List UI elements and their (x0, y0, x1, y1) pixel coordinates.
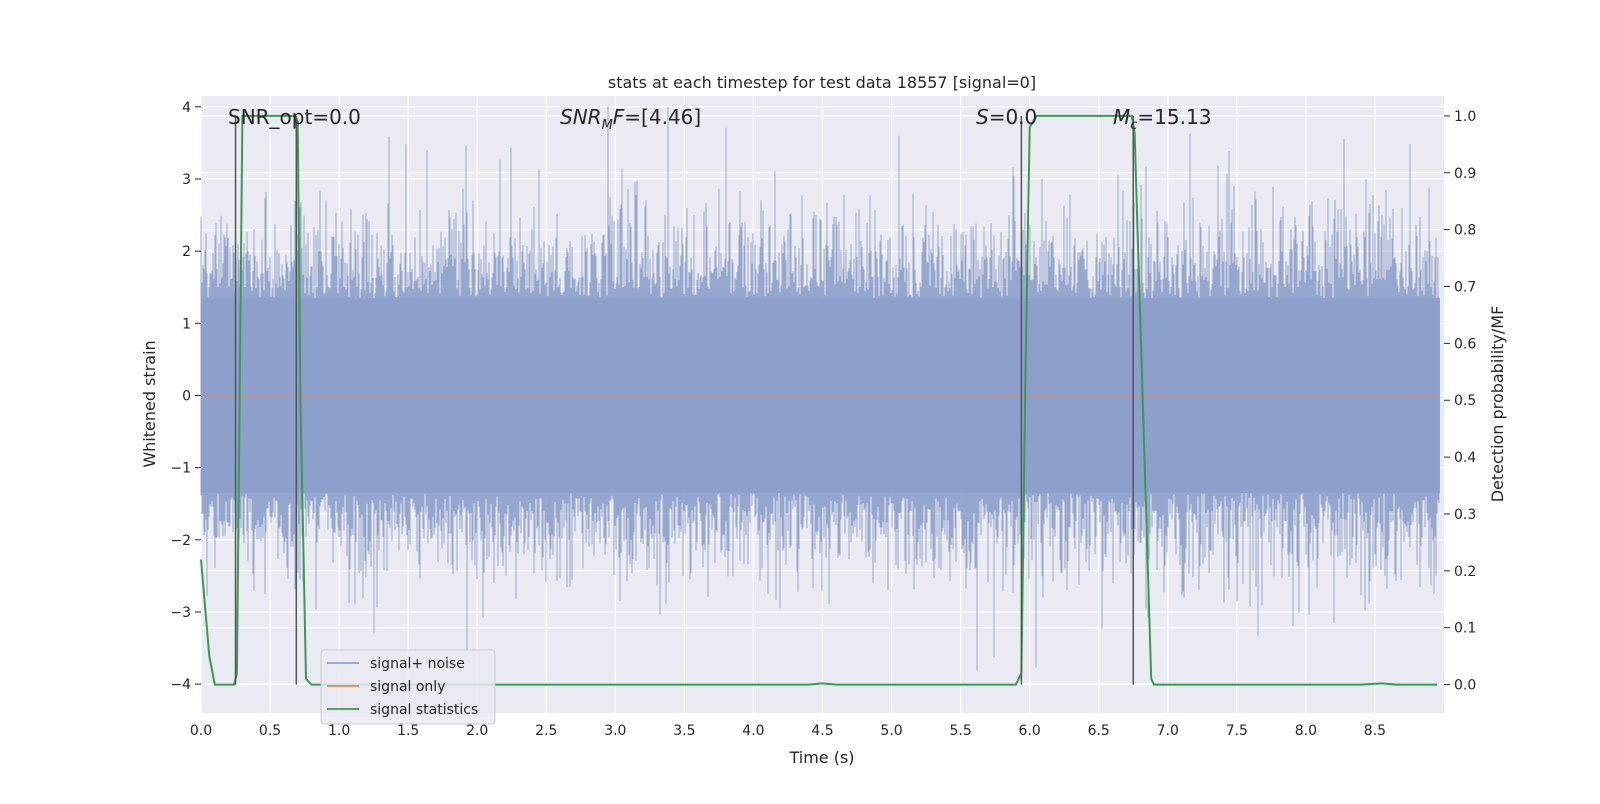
x-tick-label: 8.5 (1364, 723, 1386, 739)
x-tick-label: 2.0 (466, 723, 488, 739)
y-tick-label-left: 0 (182, 388, 191, 404)
x-axis-title: Time (s) (788, 748, 854, 767)
annotation-snr-mf: SNRMF=[4.46] (560, 105, 701, 133)
annotation-mc: Mc=15.13 (1113, 105, 1211, 133)
legend-label-signal-statistics: signal statistics (370, 702, 478, 718)
y-tick-label-right: 0.2 (1454, 564, 1476, 580)
y-tick-label-left: 3 (182, 172, 191, 188)
y-tick-label-right: 0.6 (1454, 336, 1476, 352)
x-tick-label: 0.5 (259, 723, 281, 739)
legend-box (320, 649, 496, 725)
y-tick-label-left: 2 (182, 244, 191, 260)
y-tick-label-left: −4 (170, 677, 191, 693)
y-tick-label-right: 0.9 (1454, 166, 1476, 182)
y-tick-label-right: 1.0 (1454, 109, 1476, 125)
legend: signal+ noise signal only signal statist… (320, 649, 496, 725)
y-tick-label-right: 0.5 (1454, 393, 1476, 409)
x-tick-label: 7.0 (1157, 723, 1179, 739)
y-tick-label-left: 4 (182, 100, 191, 116)
y-tick-label-right: 0.7 (1454, 280, 1476, 296)
x-tick-label: 3.5 (673, 723, 695, 739)
x-tick-label: 1.5 (397, 723, 419, 739)
x-tick-label: 5.5 (949, 723, 971, 739)
x-tick-label: 6.5 (1088, 723, 1110, 739)
y-tick-label-right: 0.8 (1454, 223, 1476, 239)
chart-title: stats at each timestep for test data 185… (608, 73, 1036, 92)
legend-label-signal-noise: signal+ noise (370, 656, 465, 672)
x-tick-label: 4.0 (742, 723, 764, 739)
x-tick-label: 5.0 (880, 723, 902, 739)
legend-label-signal-only: signal only (370, 679, 445, 695)
x-tick-label: 0.0 (190, 723, 212, 739)
y-tick-label-right: 0.0 (1454, 678, 1476, 694)
y-tick-label-left: 1 (182, 316, 191, 332)
vertical-markers (234, 115, 1134, 685)
x-tick-label: 2.5 (535, 723, 557, 739)
y-axis-title-left: Whitened strain (140, 340, 159, 467)
y-tick-label-left: −2 (170, 533, 191, 549)
x-tick-label: 7.5 (1226, 723, 1248, 739)
x-tick-label: 6.0 (1019, 723, 1041, 739)
tick-labels: 0.0 0.5 1.0 1.5 2.0 2.5 3.0 3.5 4.0 4.5 5.0 5.5 6.0 6… (170, 100, 1476, 739)
y-tick-label-left: −1 (170, 461, 191, 477)
signal-statistics-line (200, 114, 1438, 686)
y-axis-title-right: Detection probability/MF (1488, 306, 1507, 503)
y-tick-label-left: −3 (170, 605, 191, 621)
y-tick-label-right: 0.1 (1454, 621, 1476, 637)
annotation-snr-opt: SNR_opt=0.0 (228, 105, 361, 129)
x-tick-label: 3.0 (604, 723, 626, 739)
y-tick-label-right: 0.4 (1454, 450, 1476, 466)
y-tick-label-right: 0.3 (1454, 507, 1476, 523)
series-signal-statistics (200, 114, 1438, 686)
annotation-s: S=0.0 (976, 105, 1037, 129)
x-tick-label: 4.5 (811, 723, 833, 739)
x-tick-label: 8.0 (1295, 723, 1317, 739)
x-tick-label: 1.0 (328, 723, 350, 739)
